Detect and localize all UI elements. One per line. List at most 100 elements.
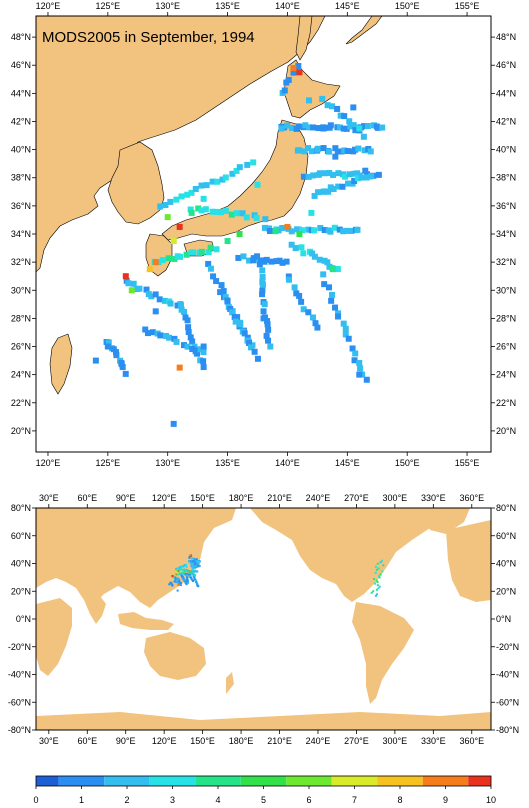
data-cell (130, 280, 137, 287)
data-cell (349, 345, 356, 352)
data-cell (356, 125, 363, 132)
regional-land (36, 16, 383, 395)
data-cell (152, 259, 159, 266)
global-right-lat-label: 20°N (496, 586, 516, 596)
global-land (36, 508, 491, 730)
data-cell (358, 174, 365, 181)
data-cell (104, 343, 111, 350)
global-data-cell (376, 584, 379, 587)
global-data-cell (373, 582, 376, 585)
data-cell (326, 263, 333, 270)
data-cell (348, 227, 355, 234)
global-data-cell (179, 583, 182, 586)
data-cell (361, 147, 368, 154)
data-cell (357, 365, 364, 372)
data-cell (171, 255, 178, 262)
regional-bottom-lon-label: 120°E (36, 458, 61, 468)
regional-top-lon-label: 155°E (455, 1, 480, 11)
data-cell (356, 371, 363, 378)
regional-right-lat-label: 36°N (496, 201, 516, 211)
global-data-cell (376, 581, 379, 584)
data-cell (209, 208, 216, 215)
global-data-cell (196, 570, 199, 573)
colorbar-swatch (240, 776, 264, 786)
data-cell (335, 310, 342, 317)
data-cell (296, 69, 303, 76)
data-cell (314, 324, 321, 331)
regional-left-lat-label: 44°N (11, 88, 31, 98)
global-data-cell (171, 584, 174, 587)
data-cell (181, 308, 188, 315)
regional-right-lat-label: 24°N (496, 370, 516, 380)
data-cell (164, 214, 171, 221)
data-cell (214, 178, 221, 185)
data-cell (320, 271, 327, 278)
data-cell (229, 309, 236, 316)
data-cell (184, 343, 191, 350)
data-cell (350, 122, 357, 129)
regional-right-lat-label: 32°N (496, 257, 516, 267)
data-cell (279, 225, 286, 232)
data-cell (335, 170, 342, 177)
south-america-shape (352, 602, 414, 704)
global-top-lon-label: 300°E (383, 493, 408, 503)
regional-left-lat-label: 20°N (11, 426, 31, 436)
data-cell (173, 338, 180, 345)
global-data-cell (372, 578, 375, 581)
data-cell (295, 63, 302, 70)
data-cell (344, 148, 351, 155)
colorbar-label: 10 (486, 795, 496, 805)
data-cell (244, 161, 251, 168)
data-cell (265, 326, 272, 333)
global-data-cell (375, 579, 378, 582)
global-data-cell (374, 571, 377, 574)
data-cell (189, 346, 196, 353)
data-cell (300, 250, 307, 257)
data-cell (325, 284, 332, 291)
global-data-cell (189, 554, 192, 557)
data-cell (281, 87, 288, 94)
data-cell (148, 293, 155, 300)
data-cell (346, 118, 353, 125)
regional-left-lat-label: 26°N (11, 342, 31, 352)
data-cell (246, 340, 253, 347)
data-cell (284, 223, 291, 230)
regional-top-lon-label: 150°E (395, 1, 420, 11)
data-cell (329, 266, 336, 273)
data-cell (332, 153, 339, 160)
data-cell (239, 210, 246, 217)
global-data-cell (191, 568, 194, 571)
data-cell (325, 148, 332, 155)
data-cell (326, 169, 333, 176)
colorbar-swatch (218, 776, 241, 786)
data-cell (194, 350, 201, 357)
data-cell (266, 228, 273, 235)
data-cell (167, 300, 174, 307)
data-cell (265, 337, 272, 344)
data-cell (162, 202, 169, 209)
data-cell (288, 228, 295, 235)
north-america-shape (250, 508, 460, 602)
global-data-cells (168, 554, 385, 597)
data-cell (185, 329, 192, 336)
data-cell (236, 231, 243, 237)
global-data-cell (375, 568, 378, 571)
data-cell (149, 329, 156, 336)
data-cell (173, 196, 180, 203)
data-cell (321, 227, 328, 234)
data-cell (200, 358, 207, 365)
data-cell (340, 228, 347, 235)
global-data-cell (185, 583, 188, 586)
data-cell (379, 124, 386, 131)
data-cell (200, 348, 207, 355)
global-data-cell (372, 590, 375, 593)
data-cell (311, 227, 318, 234)
data-cell (232, 318, 239, 325)
africa-shape (36, 598, 72, 676)
data-cell (305, 309, 312, 316)
data-cell (240, 253, 247, 260)
global-data-cell (193, 574, 196, 577)
data-cell (157, 203, 164, 210)
global-data-cell (179, 567, 182, 570)
global-right-lat-label: -20°N (496, 642, 519, 652)
